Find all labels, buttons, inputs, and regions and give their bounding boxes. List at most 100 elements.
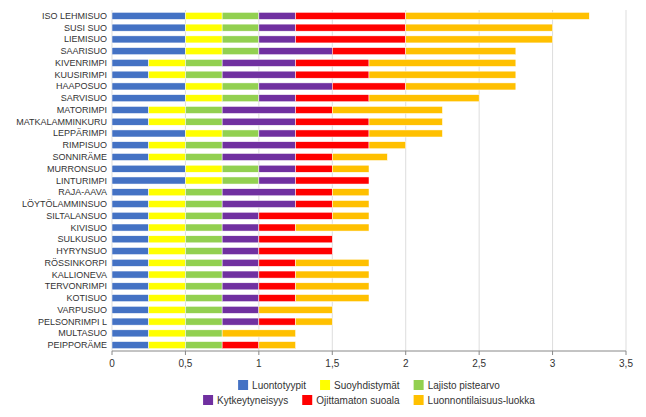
bar-segment <box>296 200 333 207</box>
bar-segment <box>112 24 185 31</box>
category-label: RÖSSINKORPI <box>44 258 107 268</box>
bar-segment <box>332 48 405 55</box>
bar-segment <box>222 318 259 325</box>
bar-segment <box>222 118 295 125</box>
legend-label: Luonnontilaisuus-luokka <box>428 395 536 406</box>
bar-segment <box>332 106 442 113</box>
legend-label: Kytkeytyneisyys <box>217 395 288 406</box>
bar-segment <box>185 342 222 349</box>
bar-segment <box>149 283 186 290</box>
bar-segment <box>406 12 590 19</box>
bar-segment <box>112 165 185 172</box>
category-label: SULKUSUO <box>57 234 107 244</box>
bar-segment <box>112 248 149 255</box>
bar-segment <box>112 330 149 337</box>
x-tick-label: 1 <box>256 358 262 369</box>
legend-item: Suoyhdistymät <box>320 380 400 391</box>
bar-segment <box>112 189 149 196</box>
bar-segment <box>222 271 259 278</box>
bar-segment <box>406 83 516 90</box>
bar-segment <box>222 342 259 349</box>
bar-segment <box>259 177 296 184</box>
bar-segment <box>149 259 186 266</box>
bar-segment <box>369 59 516 66</box>
bar-segment <box>296 177 369 184</box>
category-label: HAAPOSUO <box>56 81 107 91</box>
bar-segment <box>149 189 186 196</box>
x-tick <box>112 351 113 355</box>
bar-segment <box>369 130 442 137</box>
bar-segment <box>259 259 296 266</box>
bar-segment <box>296 130 369 137</box>
bar-segment <box>259 48 332 55</box>
legend-label: Luontotyypit <box>252 380 306 391</box>
bar-segment <box>222 212 259 219</box>
bar-segment <box>222 248 259 255</box>
bar-segment <box>222 130 259 137</box>
bar-segment <box>149 71 186 78</box>
bar-segment <box>332 200 369 207</box>
bar-segment <box>222 48 259 55</box>
category-label: LÖYTÖLAMMINSUO <box>22 199 107 209</box>
bar-segment <box>112 342 149 349</box>
bar-segment <box>185 142 222 149</box>
category-label: KUUSIRIMPI <box>54 70 107 80</box>
bar-segment <box>222 283 259 290</box>
bar-segment <box>149 295 186 302</box>
bar-segment <box>149 248 186 255</box>
bar-segment <box>112 224 149 231</box>
bar-segment <box>259 24 296 31</box>
bar-segment <box>112 259 149 266</box>
bar-segment <box>149 306 186 313</box>
bar-segment <box>112 48 185 55</box>
bar-segment <box>149 153 186 160</box>
bar-segment <box>185 200 222 207</box>
bar-segment <box>112 236 149 243</box>
category-label: RIMPISUO <box>62 140 107 150</box>
category-label: LEPPÄRIMPI <box>53 128 107 138</box>
legend-item: Ojittamaton suoala <box>302 395 400 406</box>
bar-segment <box>296 95 369 102</box>
bar-segment <box>406 24 553 31</box>
bar-segment <box>149 342 186 349</box>
bar-segment <box>259 306 332 313</box>
bar-segment <box>185 36 222 43</box>
bar-segment <box>222 165 259 172</box>
category-label: MURRONSUO <box>47 164 107 174</box>
bar-segment <box>296 12 406 19</box>
category-label: SARVISUO <box>61 93 107 103</box>
x-tick-label: 3,5 <box>619 358 633 369</box>
category-label: SUSI SUO <box>64 23 107 33</box>
bar-segment <box>185 306 222 313</box>
bar-segment <box>222 71 295 78</box>
bar-segment <box>185 12 222 19</box>
category-label: TERVONRIMPI <box>45 281 107 291</box>
bar-segment <box>406 36 553 43</box>
bar-segment <box>222 189 295 196</box>
y-axis: ISO LEHMISUOSUSI SUOLIEMISUOSAARISUOKIVE… <box>16 11 107 350</box>
category-label: KIVENRIMPI <box>55 58 107 68</box>
bar-segment <box>296 59 369 66</box>
bar-segment <box>185 71 222 78</box>
bar-segment <box>185 95 222 102</box>
bar-segment <box>332 83 405 90</box>
legend-swatch <box>203 395 213 405</box>
category-label: PELSONRIMPI L <box>38 317 107 327</box>
bar-segment <box>112 200 149 207</box>
bar-segment <box>222 12 259 19</box>
bar-segment <box>185 48 222 55</box>
legend-swatch <box>302 395 312 405</box>
grid-line <box>552 10 553 351</box>
bar-segment <box>185 165 222 172</box>
bar-segment <box>112 153 149 160</box>
x-tick-label: 3 <box>550 358 556 369</box>
grid-line <box>626 10 627 351</box>
bar-segment <box>222 153 295 160</box>
bar-segment <box>149 59 186 66</box>
category-label: KIVISUO <box>70 223 107 233</box>
bar-segment <box>222 236 259 243</box>
bar-segment <box>332 248 333 255</box>
bar-segment <box>222 106 295 113</box>
bar-segment <box>112 95 185 102</box>
bar-segment <box>296 153 333 160</box>
